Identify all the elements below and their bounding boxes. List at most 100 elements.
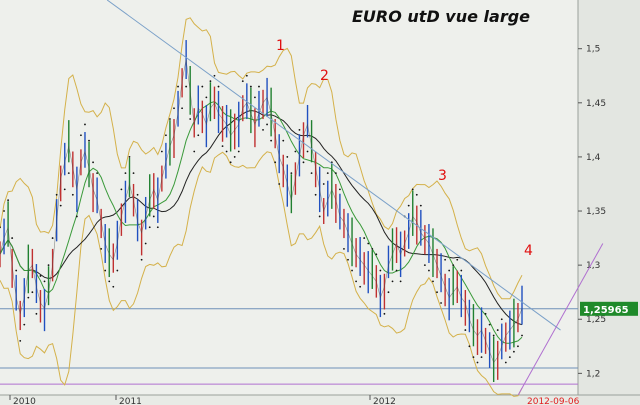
sar-dot	[513, 350, 515, 353]
sar-dot	[173, 107, 175, 110]
y-tick-label: 1,3	[586, 261, 600, 271]
sar-dot	[148, 226, 151, 229]
sar-dot	[266, 123, 268, 126]
sar-dot	[347, 258, 349, 261]
sar-dot	[452, 264, 455, 267]
x-tick-label: 2010	[13, 397, 36, 405]
sar-dot	[156, 226, 159, 229]
trendline-resistance	[106, 0, 561, 331]
sar-dot	[104, 269, 107, 272]
sar-dot	[205, 96, 208, 99]
sar-dot	[504, 361, 507, 364]
sar-dot	[225, 150, 228, 153]
lower-band	[0, 151, 523, 397]
sar-dot	[108, 280, 111, 283]
sar-dot	[371, 248, 374, 250]
sar-dot	[152, 215, 155, 218]
sar-dot	[476, 361, 479, 364]
sar-dot	[217, 85, 220, 88]
sar-dot	[88, 139, 90, 142]
sar-dot	[185, 85, 188, 88]
sar-dot	[11, 237, 14, 239]
sar-dot	[241, 80, 244, 83]
y-tick-label: 1,2	[586, 369, 600, 379]
x-tick-label: 2011	[119, 397, 142, 405]
chart-title: EURO utD vue large	[352, 7, 530, 26]
sar-dot	[258, 85, 260, 88]
y-tick-label: 1,35	[586, 207, 606, 217]
sar-dot	[35, 312, 38, 315]
sar-dot	[47, 264, 50, 267]
sar-dot	[517, 345, 519, 348]
sar-dot	[27, 296, 30, 299]
sar-dot	[160, 150, 163, 153]
sar-dot	[500, 318, 503, 321]
sar-dot	[59, 204, 62, 207]
sar-dot	[302, 161, 305, 164]
sar-dot	[80, 134, 82, 137]
sar-dot	[209, 80, 212, 83]
trendline-support	[517, 243, 604, 396]
sar-dot	[339, 188, 341, 191]
sar-dot	[298, 128, 301, 131]
sar-dot	[359, 285, 362, 288]
sar-dot	[84, 123, 86, 126]
sar-dot	[508, 356, 511, 359]
sar-dot	[67, 172, 70, 175]
sar-dot	[213, 74, 216, 77]
sar-dot	[306, 150, 309, 153]
sar-dot	[116, 269, 119, 272]
sar-dot	[75, 215, 78, 218]
y-tick-label: 1,5	[586, 45, 600, 55]
sar-dot	[278, 183, 281, 185]
sar-dot	[197, 134, 200, 137]
sar-dot	[128, 156, 131, 158]
sar-dot	[274, 161, 277, 164]
sar-dot	[286, 156, 289, 158]
sar-dot	[310, 172, 313, 175]
sar-dot	[31, 291, 34, 294]
sar-dot	[124, 172, 127, 175]
sar-dot	[43, 280, 46, 283]
sar-dot	[468, 345, 471, 348]
sar-dot	[456, 258, 459, 261]
sar-dot	[436, 291, 438, 294]
sar-dot	[23, 323, 26, 326]
price-line	[0, 59, 523, 364]
sar-dot	[189, 118, 192, 120]
sar-dot	[136, 193, 139, 196]
sar-dot	[367, 242, 370, 245]
sar-dot	[165, 134, 167, 137]
sar-dot	[233, 156, 236, 158]
sar-dot	[181, 107, 183, 110]
sar-dot	[484, 312, 487, 315]
sar-dot	[432, 280, 434, 283]
sar-dot	[193, 150, 196, 153]
sar-dot	[440, 302, 442, 304]
sar-dot	[270, 139, 273, 142]
sar-dot	[51, 237, 54, 239]
moving-average-slow	[0, 109, 523, 326]
sar-dot	[444, 258, 447, 261]
sar-dot	[71, 193, 74, 196]
sar-dot	[245, 74, 248, 77]
sar-dot	[294, 150, 297, 153]
sar-dot	[19, 339, 22, 342]
sar-dot	[92, 161, 94, 164]
sar-dot	[521, 334, 523, 337]
sar-dot	[415, 193, 418, 196]
wave-label: 2	[320, 68, 329, 84]
sar-dot	[39, 275, 42, 277]
sar-dot	[229, 161, 232, 164]
sar-dot	[383, 312, 386, 315]
sar-dot	[472, 356, 475, 359]
x-tick-label: 2012	[373, 397, 396, 405]
y-tick-label: 1,45	[586, 99, 606, 109]
sar-dot	[363, 237, 366, 239]
sar-dot	[237, 150, 240, 153]
sar-dot	[375, 253, 378, 256]
sar-dot	[249, 85, 252, 88]
sar-dot	[423, 264, 426, 267]
